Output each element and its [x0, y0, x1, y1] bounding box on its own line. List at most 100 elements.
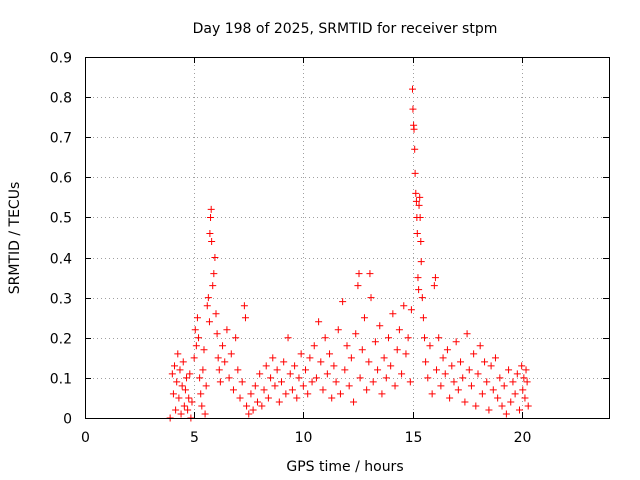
- data-point: [199, 366, 207, 374]
- axis-ticks: [85, 57, 609, 419]
- data-point: [366, 270, 374, 278]
- data-point: [422, 358, 430, 366]
- data-point: [478, 390, 486, 398]
- data-point: [173, 378, 181, 386]
- data-point: [511, 390, 519, 398]
- data-point: [208, 238, 216, 246]
- y-tick-label: 0.1: [50, 372, 72, 388]
- data-point: [192, 342, 200, 350]
- data-point: [213, 330, 221, 338]
- data-point: [177, 410, 185, 418]
- data-point: [215, 366, 223, 374]
- data-point: [412, 189, 420, 197]
- data-point: [238, 378, 246, 386]
- data-point: [476, 342, 484, 350]
- data-point: [284, 334, 292, 342]
- data-point: [382, 374, 390, 382]
- data-point: [207, 213, 215, 221]
- y-tick-label: 0.4: [50, 252, 72, 268]
- data-point: [407, 306, 415, 314]
- data-point: [341, 366, 349, 374]
- data-point: [491, 354, 499, 362]
- data-point: [178, 382, 186, 390]
- data-point: [240, 302, 248, 310]
- data-point: [196, 374, 204, 382]
- x-tick-label: 5: [190, 430, 199, 446]
- data-point: [193, 314, 201, 322]
- data-point: [323, 370, 331, 378]
- data-point: [221, 358, 229, 366]
- data-point: [421, 334, 429, 342]
- x-tick-labels: 0 5 10 15 20: [81, 430, 531, 446]
- data-point: [282, 390, 290, 398]
- data-point: [190, 354, 198, 362]
- data-point: [376, 322, 384, 330]
- data-point: [505, 366, 513, 374]
- data-point: [180, 402, 188, 410]
- data-point: [430, 282, 438, 290]
- data-point: [175, 394, 183, 402]
- data-point: [334, 326, 342, 334]
- data-point: [184, 406, 192, 414]
- data-point: [355, 270, 363, 278]
- data-point: [365, 358, 373, 366]
- data-point: [241, 314, 249, 322]
- data-point: [288, 386, 296, 394]
- data-point: [183, 374, 191, 382]
- data-point: [186, 370, 194, 378]
- data-point: [520, 374, 528, 382]
- data-point: [206, 229, 214, 237]
- data-point: [387, 362, 395, 370]
- data-point: [448, 362, 456, 370]
- data-point: [326, 350, 334, 358]
- data-point: [470, 350, 478, 358]
- data-point: [489, 386, 497, 394]
- data-point: [343, 342, 351, 350]
- data-point: [191, 326, 199, 334]
- data-point: [223, 326, 231, 334]
- x-tick-label: 15: [405, 430, 423, 446]
- data-point: [465, 366, 473, 374]
- data-point: [295, 374, 303, 382]
- data-point: [332, 378, 340, 386]
- data-point: [225, 374, 233, 382]
- data-point: [507, 398, 515, 406]
- data-point: [415, 201, 423, 209]
- data-point: [406, 378, 414, 386]
- y-tick-label: 0.9: [50, 51, 72, 67]
- data-point: [171, 362, 179, 370]
- data-point: [496, 374, 504, 382]
- data-point: [418, 294, 426, 302]
- data-point: [297, 350, 305, 358]
- data-point: [169, 390, 177, 398]
- data-point: [363, 386, 371, 394]
- data-point: [459, 374, 467, 382]
- y-tick-labels: 0 0.1 0.2 0.3 0.4 0.5 0.6 0.7 0.8 0.9: [50, 51, 72, 428]
- data-point: [524, 402, 532, 410]
- data-point: [485, 406, 493, 414]
- data-point: [214, 354, 222, 362]
- data-point: [437, 382, 445, 390]
- data-point: [411, 145, 419, 153]
- data-point: [369, 378, 377, 386]
- data-point: [350, 398, 358, 406]
- data-point: [354, 282, 362, 290]
- data-point: [412, 197, 420, 205]
- data-point: [319, 386, 327, 394]
- data-point: [315, 318, 323, 326]
- data-point: [210, 270, 218, 278]
- data-point: [356, 374, 364, 382]
- data-point: [207, 205, 215, 213]
- data-point: [205, 318, 213, 326]
- data-point: [358, 346, 366, 354]
- data-point: [204, 294, 212, 302]
- y-tick-label: 0: [63, 412, 72, 428]
- data-point: [312, 374, 320, 382]
- data-point: [195, 334, 203, 342]
- data-point: [487, 362, 495, 370]
- data-point: [426, 342, 434, 350]
- y-tick-label: 0.7: [50, 131, 72, 147]
- data-point: [330, 362, 338, 370]
- data-point: [519, 386, 527, 394]
